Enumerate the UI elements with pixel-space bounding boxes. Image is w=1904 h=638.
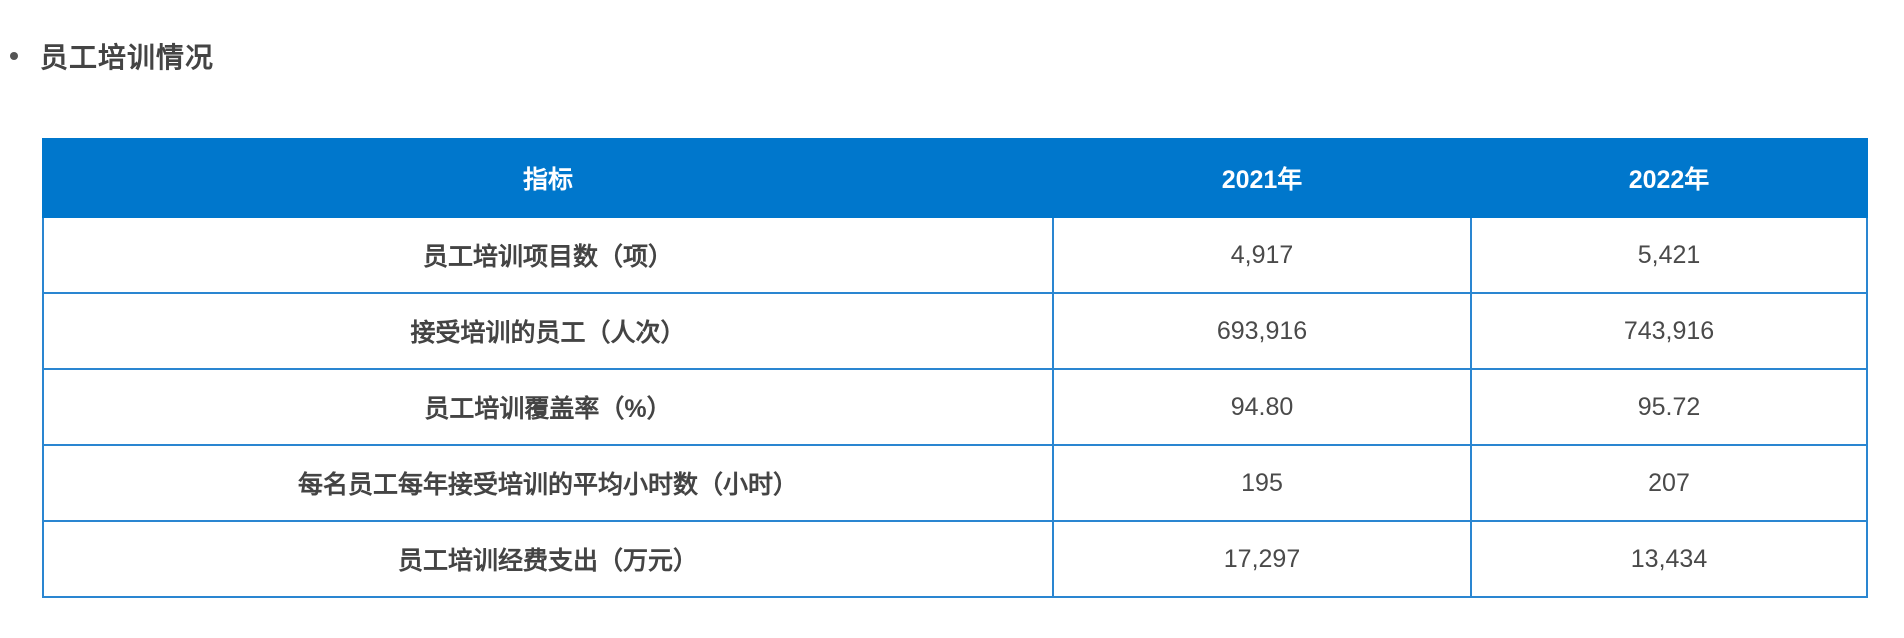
section-heading: 员工培训情况 [10,36,214,76]
table-row: 员工培训经费支出（万元） 17,297 13,434 [42,520,1868,598]
header-2022: 2022年 [1470,138,1868,218]
value-2022: 95.72 [1470,368,1868,446]
value-2021: 17,297 [1052,520,1472,598]
value-2021: 195 [1052,444,1472,522]
table-header: 指标 2021年 2022年 [42,138,1868,218]
table-row: 员工培训项目数（项） 4,917 5,421 [42,216,1868,294]
table-row: 接受培训的员工（人次） 693,916 743,916 [42,292,1868,370]
row-label: 员工培训经费支出（万元） [42,520,1054,598]
training-table: 指标 2021年 2022年 员工培训项目数（项） 4,917 5,421 接受… [42,138,1868,598]
row-label: 员工培训项目数（项） [42,216,1054,294]
header-2021: 2021年 [1052,138,1472,218]
training-table-container: 指标 2021年 2022年 员工培训项目数（项） 4,917 5,421 接受… [42,138,1868,598]
table-row: 员工培训覆盖率（%） 94.80 95.72 [42,368,1868,446]
value-2022: 743,916 [1470,292,1868,370]
value-2021: 94.80 [1052,368,1472,446]
bullet-icon [10,52,18,60]
table-row: 每名员工每年接受培训的平均小时数（小时） 195 207 [42,444,1868,522]
value-2021: 4,917 [1052,216,1472,294]
row-label: 接受培训的员工（人次） [42,292,1054,370]
section-title: 员工培训情况 [40,42,215,73]
value-2022: 13,434 [1470,520,1868,598]
value-2022: 207 [1470,444,1868,522]
header-row: 指标 2021年 2022年 [42,138,1868,218]
header-indicator: 指标 [42,138,1054,218]
row-label: 每名员工每年接受培训的平均小时数（小时） [42,444,1054,522]
table-body: 员工培训项目数（项） 4,917 5,421 接受培训的员工（人次） 693,9… [42,216,1868,598]
row-label: 员工培训覆盖率（%） [42,368,1054,446]
value-2022: 5,421 [1470,216,1868,294]
value-2021: 693,916 [1052,292,1472,370]
